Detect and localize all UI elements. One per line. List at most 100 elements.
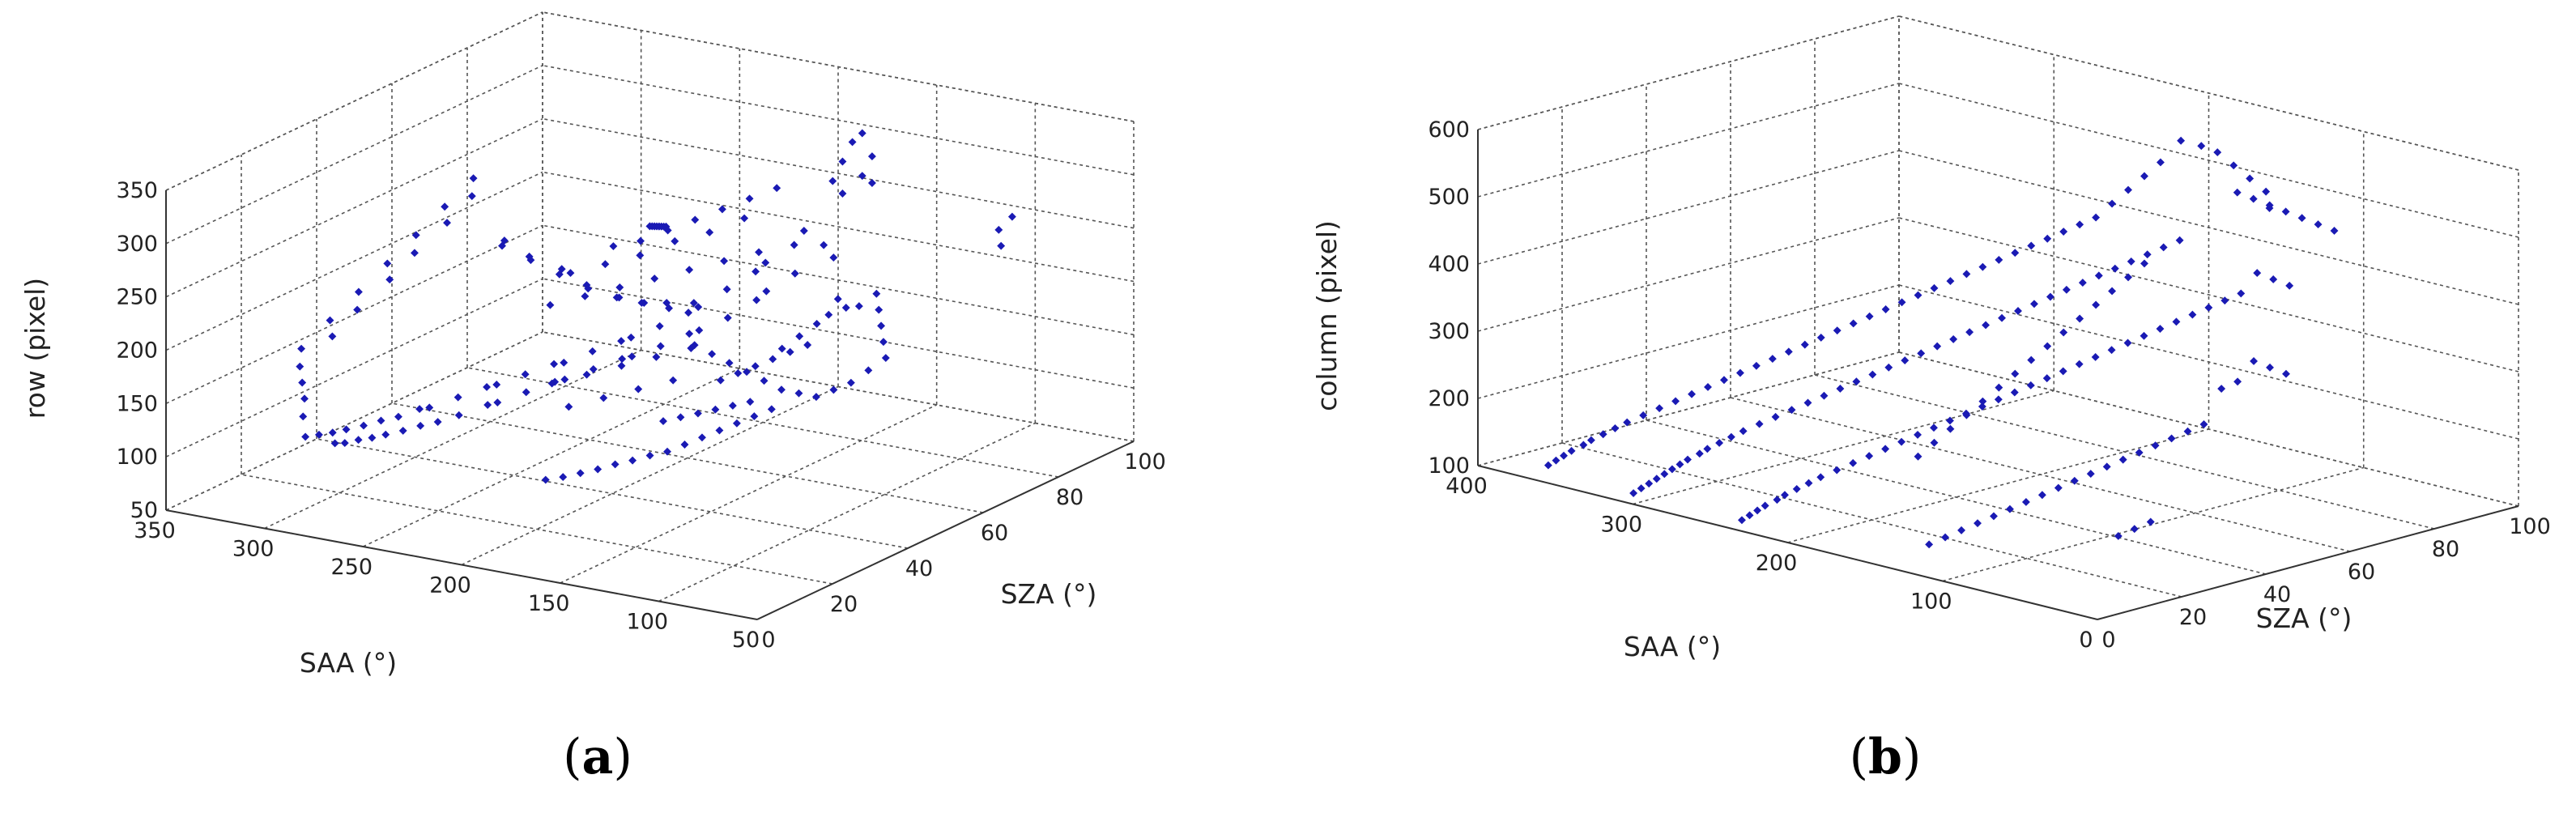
data-point bbox=[2086, 470, 2095, 479]
data-point bbox=[611, 460, 620, 469]
plot-b-backwall-gridline-z bbox=[1898, 217, 2519, 372]
data-point bbox=[2159, 243, 2168, 252]
data-point bbox=[1720, 376, 1728, 385]
data-point bbox=[708, 350, 717, 359]
data-point bbox=[2114, 532, 2123, 540]
data-point bbox=[1865, 452, 1874, 461]
data-point bbox=[2108, 199, 2117, 208]
plot-b-floor-gridline-y bbox=[1730, 397, 2351, 552]
data-point bbox=[599, 394, 608, 402]
data-point bbox=[1684, 455, 1692, 464]
data-point bbox=[2006, 504, 2014, 513]
plot-a-z-tick-label: 250 bbox=[116, 285, 158, 310]
data-point bbox=[1897, 437, 1906, 446]
data-point bbox=[1998, 313, 2006, 322]
data-point bbox=[777, 344, 786, 353]
data-point bbox=[767, 405, 776, 414]
plot-a-x-axis-label: SAA (°) bbox=[300, 647, 397, 679]
data-point bbox=[2059, 228, 2068, 236]
data-point bbox=[2146, 517, 2155, 526]
data-point bbox=[1849, 319, 1858, 328]
data-point bbox=[2092, 213, 2101, 222]
data-point bbox=[541, 475, 550, 484]
data-point bbox=[326, 316, 334, 325]
data-point bbox=[2265, 201, 2274, 210]
data-point bbox=[794, 389, 803, 398]
data-point bbox=[1917, 349, 1926, 358]
data-point bbox=[314, 430, 323, 439]
data-point bbox=[560, 358, 568, 367]
data-point bbox=[628, 456, 637, 465]
data-point bbox=[564, 402, 573, 411]
plot-b-z-tick-label: 600 bbox=[1428, 117, 1470, 143]
data-point bbox=[498, 241, 506, 250]
data-point bbox=[546, 300, 555, 309]
data-point bbox=[492, 381, 501, 389]
data-point bbox=[997, 241, 1006, 250]
data-point bbox=[394, 412, 402, 421]
data-point bbox=[2010, 388, 2019, 397]
data-point bbox=[671, 236, 679, 245]
data-point bbox=[2156, 325, 2165, 333]
data-point bbox=[298, 378, 307, 387]
data-point bbox=[715, 426, 724, 435]
data-point bbox=[411, 249, 419, 258]
data-point bbox=[1930, 438, 1939, 447]
data-point bbox=[2127, 257, 2135, 266]
data-point bbox=[685, 330, 694, 338]
data-point bbox=[1925, 540, 1934, 549]
plot-a-x-tick-label: 350 bbox=[134, 518, 176, 543]
plot-b-x-tick-label: 0 bbox=[2079, 628, 2093, 653]
data-point bbox=[1865, 312, 1874, 321]
data-point bbox=[694, 303, 703, 312]
data-point bbox=[2108, 287, 2117, 296]
data-point bbox=[841, 304, 850, 312]
data-point bbox=[1773, 496, 1782, 504]
data-point bbox=[1852, 377, 1861, 386]
data-point bbox=[1761, 501, 1769, 510]
data-point bbox=[690, 341, 699, 350]
plot-b-z-tick-label: 300 bbox=[1428, 319, 1470, 344]
data-point bbox=[2027, 355, 2036, 364]
data-point bbox=[1655, 404, 1664, 413]
data-point bbox=[2011, 249, 2020, 258]
data-point bbox=[1957, 526, 1966, 534]
data-point bbox=[705, 228, 714, 236]
plot-a-grid bbox=[165, 11, 1135, 620]
data-point bbox=[2124, 273, 2132, 282]
plot-b-top-edge bbox=[1898, 15, 2519, 171]
plot-a-sidewall-gridline-z bbox=[165, 224, 543, 405]
plot-a-z-tick-label: 350 bbox=[116, 178, 158, 203]
plot-b-floor-gridline-y bbox=[1646, 419, 2267, 575]
data-point bbox=[717, 205, 726, 214]
plot-a-y-tick-label: 20 bbox=[830, 592, 858, 617]
data-point bbox=[612, 293, 621, 302]
data-point bbox=[693, 409, 702, 418]
plot-b-y-axis-label: SZA (°) bbox=[2256, 602, 2352, 634]
data-point bbox=[2140, 259, 2148, 268]
data-point bbox=[2026, 381, 2035, 389]
data-point bbox=[1745, 511, 1754, 520]
data-point bbox=[1753, 506, 1762, 515]
data-point bbox=[745, 194, 754, 203]
data-point bbox=[1990, 512, 1998, 521]
plot-b-z-tick-label: 100 bbox=[1428, 453, 1470, 479]
plot-b-sidewall-gridline-z bbox=[1477, 217, 1900, 332]
plot-a-sidewall-gridline-z bbox=[165, 171, 543, 351]
data-point bbox=[752, 296, 761, 304]
data-point bbox=[689, 299, 698, 308]
data-point bbox=[2233, 188, 2242, 197]
data-point bbox=[867, 152, 876, 161]
plot-a-backwall-gridline-z bbox=[542, 65, 1135, 176]
plot-a-points bbox=[296, 129, 1016, 484]
data-point bbox=[615, 283, 624, 292]
data-point bbox=[829, 253, 838, 262]
data-point bbox=[2124, 185, 2132, 194]
data-point bbox=[1820, 391, 1829, 400]
data-point bbox=[454, 411, 463, 419]
data-point bbox=[1881, 305, 1890, 313]
data-point bbox=[2330, 227, 2339, 235]
data-point bbox=[385, 275, 394, 284]
data-point bbox=[695, 326, 704, 334]
data-point bbox=[2094, 271, 2103, 280]
